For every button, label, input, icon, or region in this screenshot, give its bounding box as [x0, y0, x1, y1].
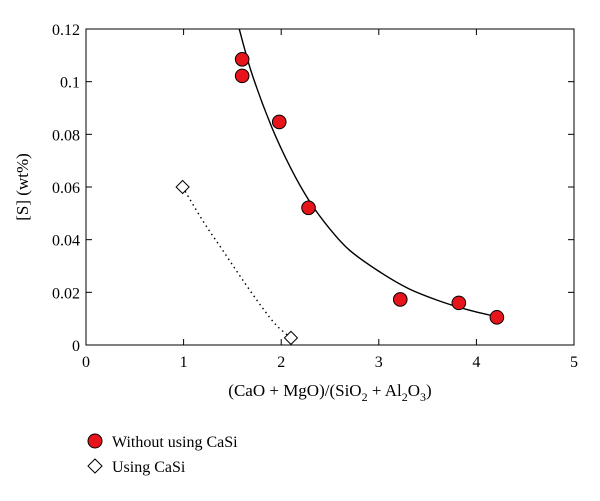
x-tick-label: 1: [180, 354, 188, 371]
y-axis-label: [S] (wt%): [13, 153, 32, 221]
y-tick-label: 0: [72, 338, 80, 355]
legend-label-using-casi: Using CaSi: [112, 459, 186, 476]
x-label-part: + Al: [368, 381, 402, 400]
x-label-part: O: [408, 381, 420, 400]
legend: Without using CaSi Using CaSi: [87, 433, 238, 476]
x-tick-label: 0: [82, 354, 90, 371]
x-label-subscript: 2: [402, 390, 408, 404]
fit-curves: [182, 28, 497, 339]
point-without-casi: [489, 310, 505, 325]
fit-curve-1: [182, 186, 292, 339]
point-using-casi: [175, 179, 190, 195]
x-tick-label: 4: [472, 354, 480, 371]
y-tick-label: 0.12: [52, 22, 80, 39]
point-without-casi: [234, 51, 250, 67]
legend-label-without-casi: Without using CaSi: [112, 434, 238, 451]
point-without-casi: [301, 200, 316, 216]
plot-frame: [85, 28, 575, 346]
y-tick-label: 0.02: [52, 285, 80, 302]
y-tick-label: 0.06: [52, 180, 80, 197]
y-axis-ticks: 0 0.02 0.04 0.06 0.08 0.1 0.12: [52, 22, 574, 355]
x-axis-ticks: 0 1 2 3 4 5: [82, 29, 578, 371]
x-label-subscript: 2: [362, 390, 368, 404]
point-without-casi: [392, 292, 408, 307]
legend-marker-using-casi: [87, 458, 103, 474]
point-without-casi: [451, 295, 467, 311]
fit-curve-0: [238, 28, 497, 318]
x-tick-label: 2: [277, 354, 285, 371]
x-label-subscript: 3: [420, 390, 426, 404]
point-using-casi: [283, 330, 299, 346]
y-tick-label: 0.04: [52, 233, 80, 250]
data-points: [175, 51, 505, 346]
point-without-casi: [234, 68, 250, 84]
y-tick-label: 0.1: [60, 75, 80, 92]
y-tick-label: 0.08: [52, 127, 80, 144]
x-axis-label: (CaO + MgO)/(SiO2 + Al2O3): [228, 381, 431, 404]
x-tick-label: 5: [570, 354, 578, 371]
x-label-part: (CaO + MgO)/(SiO: [228, 381, 361, 400]
point-without-casi: [271, 114, 287, 130]
legend-marker-without-casi: [87, 433, 103, 449]
x-label-part: ): [426, 381, 432, 400]
x-tick-label: 3: [375, 354, 383, 371]
